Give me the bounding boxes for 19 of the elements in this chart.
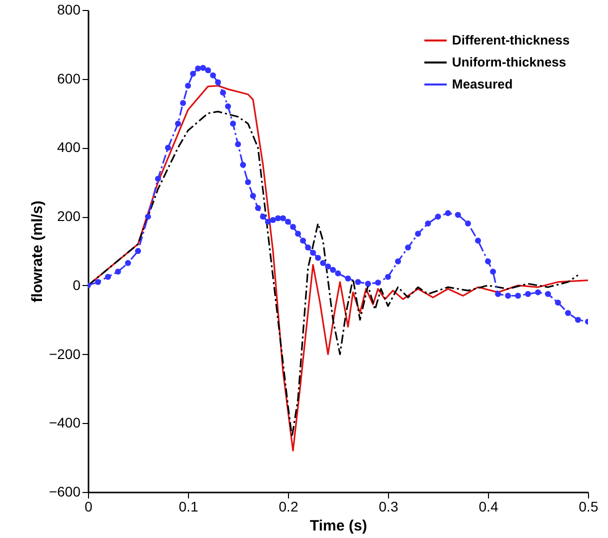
y-tick-label: −200 [48,346,81,362]
x-tick-label: 0.3 [378,498,398,514]
y-axis-title: flowrate (ml/s) [28,200,46,302]
y-tick-label: −400 [48,414,81,431]
x-tick-label: 0 [84,498,93,514]
legend-label: Different-thickness [452,32,570,48]
x-tick-label: 0.1 [178,498,198,514]
x-tick-label: 0.2 [278,498,298,514]
legend-label: Uniform-thickness [452,54,566,70]
y-tick-label: 800 [57,2,81,18]
y-tick-label: −600 [48,484,81,500]
x-axis-title: Time (s) [310,518,368,534]
y-tick-label: 600 [57,70,81,86]
legend-label: Measured [452,76,513,92]
x-tick-label: 0.5 [578,498,598,514]
y-tick-label: 400 [57,139,81,156]
y-tick-label: 0 [72,276,81,293]
x-tick-label: 0.4 [478,498,498,514]
y-tick-label: 200 [57,208,81,224]
